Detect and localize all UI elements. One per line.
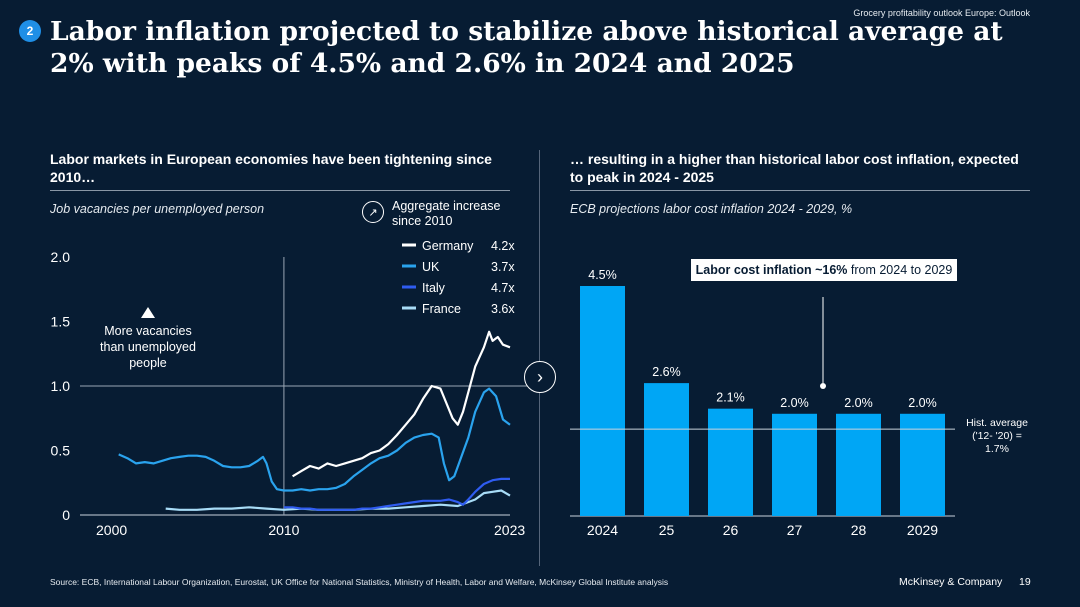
bar-value-label-25: 2.6% [652, 365, 681, 379]
annotation-line-1: than unemployed [100, 340, 196, 354]
deck-section-label: Grocery profitability outlook Europe: Ou… [853, 8, 1030, 18]
y-tick-label-1: 0.5 [51, 443, 71, 459]
bar-value-label-27: 2.0% [780, 396, 809, 410]
x-tick-label-1: 2010 [268, 522, 299, 538]
legend-increase-france: 3.6x [491, 302, 515, 316]
bar-category-label-26: 26 [723, 522, 739, 538]
annotation-line-2: people [129, 356, 167, 370]
legend-increase-italy: 4.7x [491, 281, 515, 295]
right-panel-heading: … resulting in a higher than historical … [570, 151, 1019, 185]
series-line-germany [292, 330, 511, 478]
bar-category-label-2024: 2024 [587, 522, 618, 538]
bar-2024 [580, 286, 625, 516]
source-note: Source: ECB, International Labour Organi… [50, 577, 669, 587]
y-tick-label-2: 1.0 [51, 378, 71, 394]
bar-27 [772, 413, 817, 516]
historical-average-label-1: ('12- '20) = [972, 430, 1022, 442]
x-tick-label-2: 2023 [494, 522, 525, 538]
historical-average-label-2: 1.7% [985, 443, 1009, 455]
left-panel-rule [50, 190, 510, 191]
page-number: 19 [1019, 576, 1031, 588]
right-panel-subtitle: ECB projections labor cost inflation 202… [570, 202, 853, 216]
y-tick-label-4: 2.0 [51, 249, 71, 265]
brand-label: McKinsey & Company [899, 576, 1003, 588]
callout-text: from 2024 to 2029 [847, 263, 953, 277]
historical-average-label-0: Hist. average [966, 417, 1028, 429]
legend-increase-uk: 3.7x [491, 260, 515, 274]
bar-2029 [900, 413, 945, 516]
left-panel-subtitle: Job vacancies per unemployed person [50, 202, 265, 216]
bar-25 [644, 383, 689, 516]
bar-category-label-27: 27 [787, 522, 803, 538]
bar-category-label-28: 28 [851, 522, 867, 538]
right-panel-rule [570, 190, 1030, 191]
bar-category-label-2029: 2029 [907, 522, 938, 538]
annotation-line-0: More vacancies [104, 324, 192, 338]
bar-value-label-2024: 4.5% [588, 268, 617, 282]
bar-category-label-25: 25 [659, 522, 675, 538]
bar-26 [708, 408, 753, 516]
legend-label-italy: Italy [422, 281, 446, 295]
panel-divider [539, 150, 540, 566]
bar-value-label-2029: 2.0% [908, 396, 937, 410]
trend-up-arrow-icon: ↗ [362, 201, 384, 223]
up-triangle-icon [141, 307, 155, 318]
bar-value-label-26: 2.1% [716, 391, 745, 405]
chevron-right-icon[interactable]: › [524, 361, 556, 393]
series-line-france [165, 489, 511, 511]
bar-28 [836, 413, 881, 516]
aggregate-increase-label: Aggregate increase since 2010 [392, 199, 501, 228]
slide-number-badge: 2 [19, 20, 41, 42]
left-panel-heading: Labor markets in European economies have… [50, 151, 492, 185]
legend-label-germany: Germany [422, 239, 474, 253]
y-tick-label-0: 0 [62, 507, 70, 523]
x-tick-label-0: 2000 [96, 522, 127, 538]
callout-box: Labor cost inflation ~16% from 2024 to 2… [691, 259, 957, 281]
slide-title: Labor inflation projected to stabilize a… [50, 16, 1003, 79]
series-line-uk [118, 387, 511, 492]
callout-bold-text: Labor cost inflation ~16% [695, 263, 848, 277]
legend-increase-germany: 4.2x [491, 239, 515, 253]
bar-value-label-28: 2.0% [844, 396, 873, 410]
callout-dot [820, 383, 826, 389]
series-line-italy [283, 477, 510, 511]
legend-label-uk: UK [422, 260, 440, 274]
y-tick-label-3: 1.5 [51, 314, 71, 330]
legend-label-france: France [422, 302, 461, 316]
